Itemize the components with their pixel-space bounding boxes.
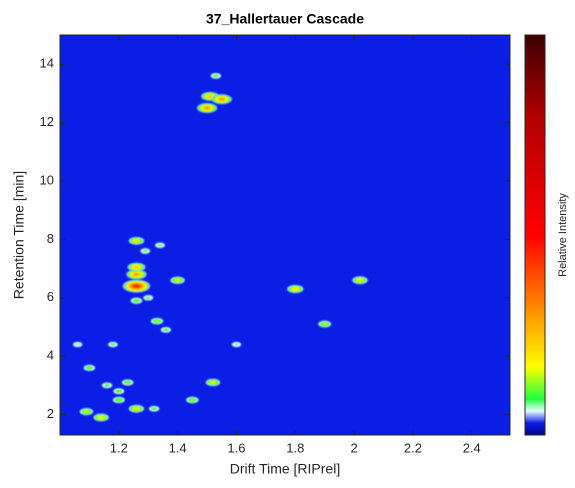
peak	[160, 326, 172, 333]
x-tick-label: 1.8	[286, 440, 304, 455]
x-tick-label: 1.6	[227, 440, 245, 455]
peak	[140, 248, 151, 254]
peak	[112, 396, 125, 404]
peak	[143, 294, 154, 301]
peak	[170, 276, 185, 285]
peak	[72, 341, 83, 348]
y-tick-label: 4	[47, 348, 54, 363]
peak	[318, 320, 332, 328]
peak	[196, 102, 218, 113]
x-tick-label: 1.4	[169, 440, 187, 455]
colorbar-label: Relative Intensity	[557, 193, 569, 277]
plot-frame	[59, 34, 511, 436]
peak	[154, 242, 166, 249]
peak	[121, 379, 134, 386]
peak	[150, 317, 164, 325]
y-tick-label: 10	[40, 172, 54, 187]
x-tick-label: 2.2	[404, 440, 422, 455]
x-tick-label: 1.2	[110, 440, 128, 455]
colorbar	[524, 34, 546, 436]
peak	[83, 364, 96, 372]
y-tick-label: 12	[40, 114, 54, 129]
x-axis-label: Drift Time [RIPrel]	[230, 461, 340, 477]
peak	[113, 388, 125, 395]
peak	[352, 276, 368, 285]
peak	[128, 236, 145, 245]
peak	[210, 72, 222, 79]
peak	[93, 413, 109, 422]
peak	[231, 341, 242, 348]
peak	[185, 396, 199, 404]
peak	[205, 378, 221, 387]
chart-title: 37_Hallertauer Cascade	[206, 11, 364, 27]
y-tick-label: 8	[47, 231, 54, 246]
peak	[127, 262, 146, 272]
peak	[148, 405, 160, 412]
y-tick-label: 2	[47, 406, 54, 421]
y-tick-label: 14	[40, 56, 54, 71]
peak	[126, 269, 147, 280]
x-tick-label: 2.4	[463, 440, 481, 455]
plot-area	[60, 35, 510, 435]
peak	[101, 382, 113, 389]
peak	[287, 284, 304, 294]
peak	[130, 297, 143, 304]
peak	[211, 94, 232, 105]
y-tick-label: 6	[47, 289, 54, 304]
x-tick-label: 2	[351, 440, 358, 455]
heatmap-background	[60, 35, 510, 435]
peak	[122, 279, 151, 293]
peak	[107, 341, 119, 348]
peak	[128, 404, 145, 413]
peak	[79, 408, 94, 416]
y-axis-label: Retention Time [min]	[11, 171, 27, 299]
